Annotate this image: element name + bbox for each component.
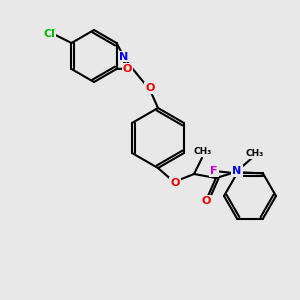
Text: Cl: Cl xyxy=(44,29,56,39)
Text: CH₃: CH₃ xyxy=(194,148,212,157)
Text: O: O xyxy=(170,178,180,188)
Text: N: N xyxy=(232,166,242,176)
Text: CH₃: CH₃ xyxy=(246,149,264,158)
Text: O: O xyxy=(123,64,132,74)
Text: N: N xyxy=(118,52,128,61)
Text: O: O xyxy=(201,196,211,206)
Text: F: F xyxy=(210,167,218,176)
Text: O: O xyxy=(145,83,155,93)
